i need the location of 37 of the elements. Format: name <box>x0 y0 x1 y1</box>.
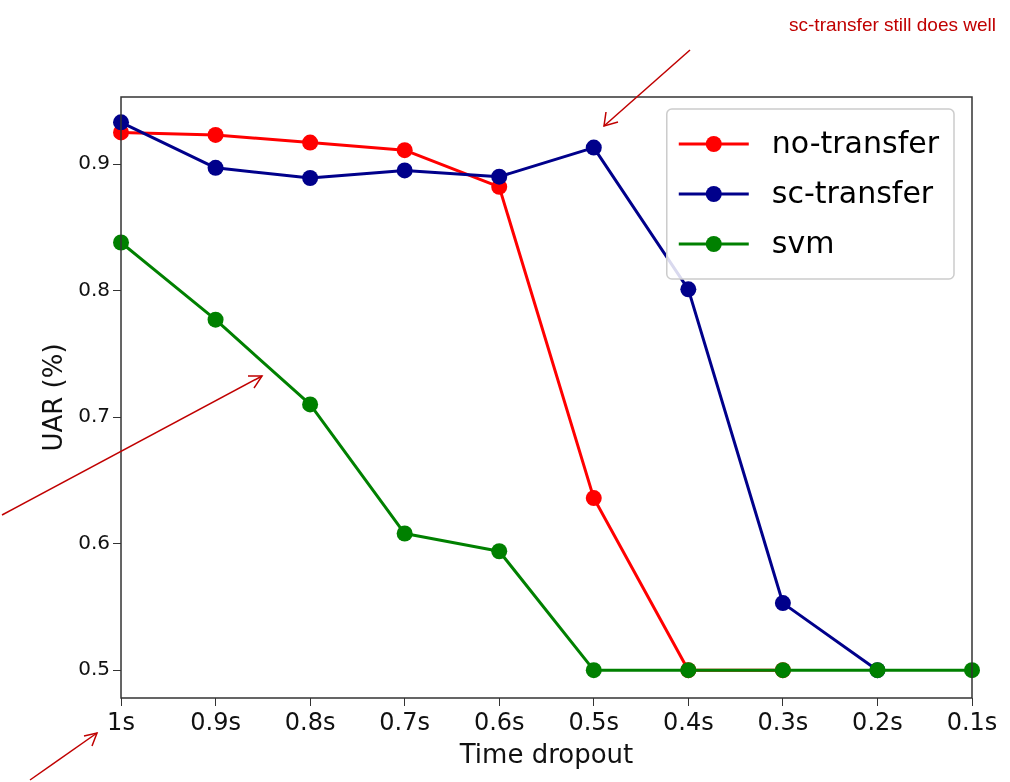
point <box>396 142 413 159</box>
y-tick-label: 0.5 <box>78 656 111 681</box>
x-tick-label: 0.8s <box>284 707 336 736</box>
x-tick-label: 0.5s <box>568 707 620 736</box>
point <box>302 396 319 413</box>
point <box>491 168 508 185</box>
point <box>207 159 224 176</box>
x-tick-label: 0.6s <box>473 707 525 736</box>
point <box>207 311 224 328</box>
legend-label: svm <box>771 224 835 260</box>
x-axis-title: Time dropout <box>458 739 634 770</box>
y-tick-label: 0.6 <box>78 529 111 554</box>
point <box>396 162 413 179</box>
point <box>585 139 602 156</box>
x-tick-label: 0.1s <box>946 707 998 736</box>
y-axis-title: UAR (%) <box>38 343 69 452</box>
x-tick-label: 0.2s <box>852 707 903 736</box>
text: sc-transfer still does well <box>789 14 996 36</box>
x-tick-label: 0.3s <box>757 707 809 736</box>
point <box>396 525 413 542</box>
x-tick-label: 1s <box>107 707 135 736</box>
y-tick-label: 0.7 <box>78 403 111 428</box>
point <box>585 662 602 679</box>
x-tick-label: 0.7s <box>379 707 431 736</box>
point <box>774 595 791 612</box>
y-tick-label: 0.8 <box>78 276 111 301</box>
point <box>491 543 508 560</box>
legend-label: sc-transfer <box>771 174 934 210</box>
point <box>585 490 602 507</box>
x-tick-label: 0.4s <box>663 707 714 736</box>
y-tick-label: 0.9 <box>78 150 111 175</box>
point <box>207 126 224 143</box>
point <box>680 281 697 298</box>
point <box>302 134 319 151</box>
x-tick-label: 0.9s <box>190 707 241 736</box>
point <box>302 169 319 186</box>
legend-label: no-transfer <box>771 124 940 160</box>
